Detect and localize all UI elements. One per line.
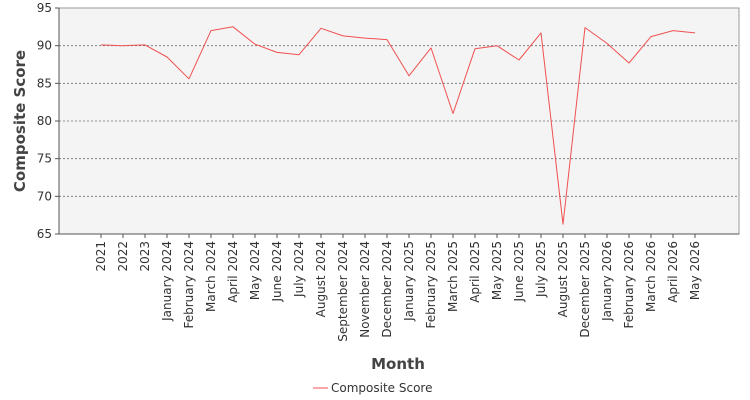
data-point [122,44,124,46]
y-tick-label: 70 [37,189,52,203]
data-point [364,37,366,39]
x-tick-label: January 2025 [402,241,416,322]
x-tick-label: July 2025 [534,241,548,298]
y-tick-label: 85 [37,76,52,90]
x-tick-label: April 2026 [666,241,680,303]
data-point [298,54,300,56]
data-point [606,42,608,44]
x-tick-label: September 2024 [336,241,350,342]
data-point [342,35,344,37]
x-tick-label: March 2026 [644,241,658,312]
data-point [694,32,696,34]
data-point [144,44,146,46]
data-point [320,27,322,29]
x-tick-label: November 2024 [358,241,372,338]
data-point [386,38,388,40]
data-point [562,223,564,225]
y-tick-label: 95 [37,1,52,15]
data-point [408,75,410,77]
x-tick-label: April 2025 [468,241,482,303]
x-tick-label: April 2024 [226,241,240,303]
data-point [166,56,168,58]
x-tick-label: June 2025 [512,241,526,303]
y-tick-label: 65 [37,227,52,241]
x-tick-label: January 2024 [160,241,174,322]
data-point [210,29,212,31]
y-axis-title: Composite Score [11,50,29,192]
series-line [100,26,696,225]
data-point [232,26,234,28]
data-point [628,62,630,64]
x-tick-label: August 2025 [556,241,570,317]
x-axis-ticks: 2021 2022 2023 January 2024 February 2024 Mar… [94,234,702,342]
x-tick-label: March 2025 [446,241,460,312]
x-tick-label: March 2024 [204,241,218,312]
data-point [496,44,498,46]
x-tick-label: February 2024 [182,241,196,329]
data-point [672,29,674,31]
x-tick-label: December 2024 [380,241,394,338]
data-point [254,43,256,45]
y-axis-ticks: 65 70 75 80 85 90 95 [37,1,59,241]
data-point [188,78,190,80]
data-point [650,35,652,37]
x-tick-label: June 2024 [270,241,284,303]
x-tick-label: July 2024 [292,241,306,298]
data-point [540,32,542,34]
data-point [430,47,432,49]
data-point [518,59,520,61]
x-tick-label: February 2026 [622,241,636,329]
x-tick-label: May 2024 [248,241,262,300]
x-axis-title: Month [371,355,425,373]
data-point [276,51,278,53]
y-tick-label: 75 [37,152,52,166]
x-tick-label: May 2026 [688,241,702,300]
series-layer [100,26,696,225]
data-point [584,26,586,28]
x-tick-label: 2023 [138,241,152,272]
data-point [100,44,102,46]
x-tick-label: February 2025 [424,241,438,329]
x-tick-label: 2022 [116,241,130,272]
y-tick-label: 90 [37,39,52,53]
legend-label: Composite Score [331,381,432,395]
legend: Composite Score [313,381,432,395]
data-point [452,112,454,114]
x-tick-label: May 2025 [490,241,504,300]
x-tick-label: December 2025 [578,241,592,338]
data-point [474,47,476,49]
x-tick-label: 2021 [94,241,108,272]
x-tick-label: January 2026 [600,241,614,322]
y-tick-label: 80 [37,114,52,128]
x-tick-label: August 2024 [314,241,328,317]
